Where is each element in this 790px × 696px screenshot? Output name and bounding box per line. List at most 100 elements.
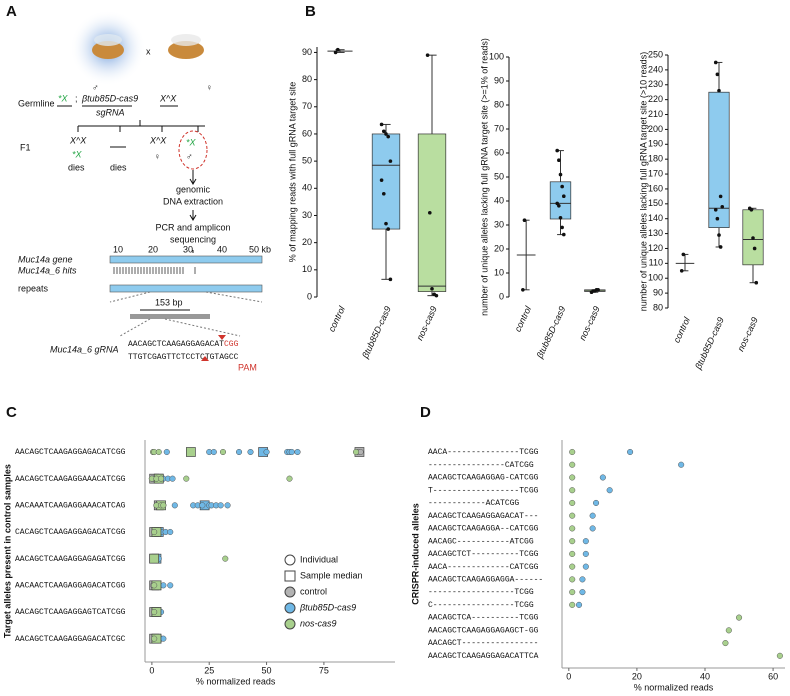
step: PCR and amplicon [155, 222, 230, 232]
allele-label: AACAGCTCA----------TCGG [428, 614, 539, 623]
y-tick-label: 190 [648, 139, 663, 149]
legend-label: Sample median [300, 570, 363, 580]
marked-x: *X [58, 93, 69, 103]
legend-label: control [300, 586, 327, 596]
data-point [713, 207, 718, 212]
allele-label: ------------ACATCGG [428, 499, 519, 508]
y-tick-label: 230 [648, 79, 663, 89]
data-point [425, 53, 430, 57]
y-tick-label: 130 [648, 228, 663, 238]
data-point [521, 288, 525, 292]
hits-label: Muc14a_6 hits [18, 265, 77, 275]
y-tick-label: 10 [494, 267, 504, 277]
data-point [752, 246, 757, 251]
data-point [335, 47, 340, 52]
data-point [569, 487, 576, 494]
step: genomic [176, 184, 211, 194]
hits [113, 267, 196, 274]
data-point [171, 502, 178, 509]
x-tick-label: control [326, 304, 347, 334]
data-point [386, 227, 391, 231]
y-tick-label: 160 [648, 183, 663, 193]
y-tick-label: 80 [653, 302, 663, 312]
cut-sites [201, 335, 226, 361]
x-axis-title: % normalized reads [634, 682, 714, 691]
data-point [575, 601, 583, 608]
data-point [569, 525, 576, 532]
data-point [333, 50, 338, 55]
data-point [561, 194, 566, 198]
y-tick-label: 210 [648, 109, 663, 119]
allele-label: T------------------TCGG [428, 486, 539, 495]
data-point [169, 475, 176, 482]
data-point [558, 216, 563, 220]
allele-label: AACAGCTCAAGAGGAGACAT--- [428, 512, 538, 521]
data-point [569, 474, 576, 481]
data-point [596, 288, 600, 292]
f1-attached-x: X^X [69, 135, 87, 145]
box [549, 181, 572, 220]
y-tick-label: 170 [648, 168, 663, 178]
box [417, 133, 447, 292]
data-point [569, 589, 576, 596]
scale-label: 10 [113, 244, 123, 254]
allele-label: AACAGC-----------ATCGG [428, 537, 534, 546]
data-point [294, 448, 301, 456]
allele-label: AACAGCTCAAGAGGAGTCATCGG [15, 608, 126, 617]
y-tick-label: 20 [302, 237, 312, 247]
data-point [569, 461, 576, 468]
allele-label: AACAGCTCAAGAGGAGACATCGG [15, 448, 126, 457]
y-tick-label: 60 [494, 147, 504, 157]
data-point [522, 218, 527, 222]
repeats-label: repeats [18, 283, 49, 293]
data-point [569, 499, 576, 507]
data-point [379, 122, 384, 127]
data-point [589, 525, 596, 532]
cross: x [146, 46, 151, 56]
data-point [217, 502, 224, 509]
data-point [678, 461, 685, 468]
data-point [592, 499, 600, 507]
data-point [434, 293, 439, 298]
allele-label: C-----------------TCGG [428, 601, 534, 610]
f1-male: ♂ [186, 151, 193, 161]
data-point [582, 563, 589, 570]
data-point [379, 178, 384, 182]
pam: PAM [238, 362, 257, 372]
grna-top: AACAGCTCAAGAGGAGACAT [128, 340, 224, 349]
data-point [561, 232, 566, 237]
data-point [718, 245, 723, 249]
data-point [219, 448, 227, 456]
f1-marked-x: *X [72, 149, 83, 159]
data-point [606, 487, 613, 494]
median-marker [149, 553, 160, 564]
x-tick-label: 20 [632, 671, 642, 681]
repeat-unit [130, 314, 210, 319]
data-point [560, 184, 564, 189]
selected-male [178, 130, 208, 170]
data-point [589, 512, 596, 519]
data-point [557, 204, 561, 208]
y-axis-title: number of unique alleles lacking full gR… [638, 52, 648, 311]
data-point [247, 448, 254, 456]
data-point [718, 194, 723, 199]
data-point [160, 635, 167, 642]
sgrna: sgRNA [96, 107, 125, 117]
gene-label: Muc14a gene [18, 254, 73, 264]
data-point [158, 475, 165, 482]
y-tick-label: 40 [494, 195, 504, 205]
allele-label: AACAGCTCAAGAGGAAACATCGG [15, 475, 126, 484]
y-tick-label: 150 [648, 198, 663, 208]
y-tick-label: 50 [302, 156, 312, 166]
allele-label: AACAACTCAAGAGGAGACATCGG [15, 581, 126, 590]
data-point [288, 448, 295, 456]
y-tick-label: 0 [307, 291, 312, 301]
y-tick-label: 110 [649, 258, 663, 268]
grna-label: Muc14a_6 gRNA [50, 344, 119, 354]
y-tick-label: 120 [648, 243, 663, 253]
data-point [582, 538, 589, 545]
f1-male-x: *X [186, 137, 197, 147]
data-point [151, 608, 158, 616]
data-point [735, 614, 743, 621]
